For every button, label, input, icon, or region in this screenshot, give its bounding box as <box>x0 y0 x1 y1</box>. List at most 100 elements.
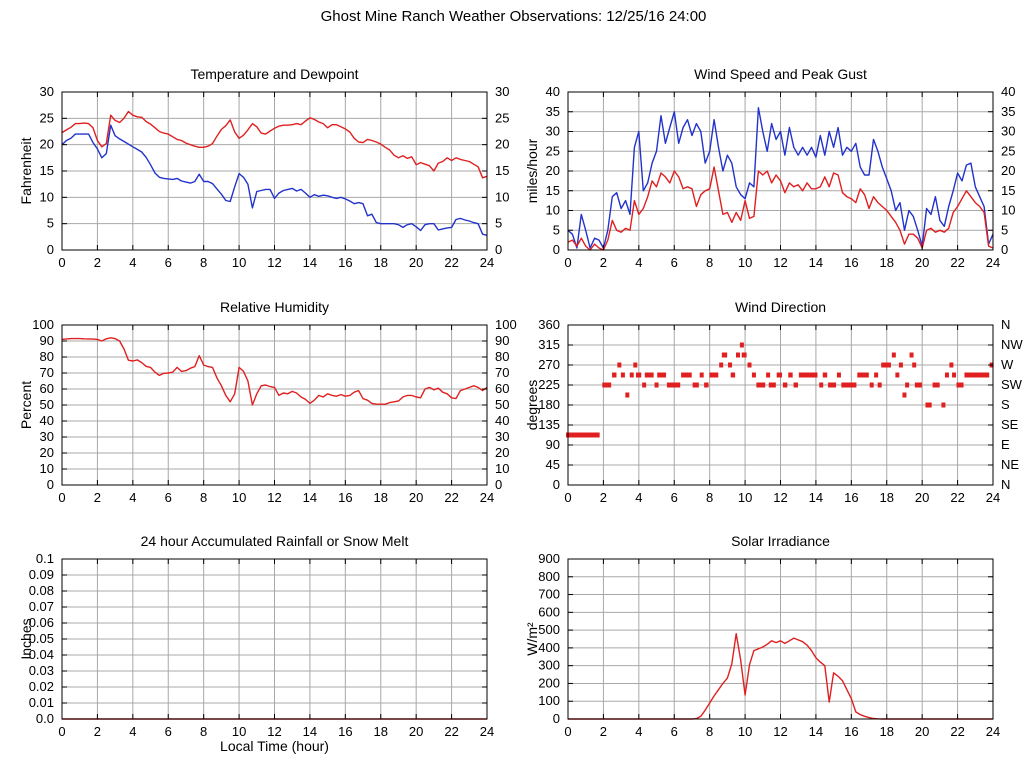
svg-text:24: 24 <box>986 490 1000 505</box>
svg-text:4: 4 <box>635 724 642 739</box>
svg-text:50: 50 <box>495 397 509 412</box>
svg-text:0: 0 <box>58 255 65 270</box>
solar-chart-title: Solar Irradiance <box>731 533 830 549</box>
svg-text:0.01: 0.01 <box>29 695 54 710</box>
svg-text:25: 25 <box>546 143 560 158</box>
svg-text:20: 20 <box>495 137 509 152</box>
svg-text:24: 24 <box>480 255 494 270</box>
svg-text:500: 500 <box>538 622 560 637</box>
svg-text:22: 22 <box>444 255 458 270</box>
svg-text:0.08: 0.08 <box>29 583 54 598</box>
svg-text:15: 15 <box>546 183 560 198</box>
svg-text:14: 14 <box>809 724 823 739</box>
svg-text:100: 100 <box>32 317 54 332</box>
svg-text:SW: SW <box>1001 377 1023 392</box>
svg-text:12: 12 <box>773 724 787 739</box>
svg-text:25: 25 <box>1001 143 1015 158</box>
svg-text:12: 12 <box>267 490 281 505</box>
svg-text:60: 60 <box>495 381 509 396</box>
svg-text:20: 20 <box>495 445 509 460</box>
svg-text:800: 800 <box>538 569 560 584</box>
svg-text:18: 18 <box>374 255 388 270</box>
svg-text:22: 22 <box>444 724 458 739</box>
svg-text:400: 400 <box>538 640 560 655</box>
svg-text:12: 12 <box>267 724 281 739</box>
svg-text:2: 2 <box>94 490 101 505</box>
svg-text:135: 135 <box>538 417 560 432</box>
svg-text:4: 4 <box>635 490 642 505</box>
svg-text:20: 20 <box>915 255 929 270</box>
svg-text:14: 14 <box>809 255 823 270</box>
svg-text:24: 24 <box>986 255 1000 270</box>
svg-text:35: 35 <box>1001 104 1015 119</box>
svg-text:5: 5 <box>47 216 54 231</box>
svg-text:2: 2 <box>600 490 607 505</box>
svg-text:8: 8 <box>200 490 207 505</box>
svg-text:6: 6 <box>165 255 172 270</box>
svg-text:900: 900 <box>538 551 560 566</box>
svg-text:10: 10 <box>738 724 752 739</box>
svg-text:0.02: 0.02 <box>29 679 54 694</box>
svg-text:S: S <box>1001 397 1010 412</box>
svg-text:30: 30 <box>495 84 509 99</box>
svg-text:30: 30 <box>40 429 54 444</box>
svg-text:20: 20 <box>915 724 929 739</box>
svg-text:4: 4 <box>635 255 642 270</box>
svg-text:14: 14 <box>809 490 823 505</box>
svg-text:30: 30 <box>40 84 54 99</box>
svg-text:16: 16 <box>338 724 352 739</box>
svg-text:W: W <box>1001 357 1014 372</box>
svg-text:5: 5 <box>495 216 502 231</box>
svg-text:20: 20 <box>409 255 423 270</box>
svg-text:22: 22 <box>950 490 964 505</box>
svg-text:25: 25 <box>40 110 54 125</box>
svg-text:100: 100 <box>538 693 560 708</box>
svg-text:90: 90 <box>495 333 509 348</box>
svg-text:45: 45 <box>546 457 560 472</box>
svg-text:0: 0 <box>564 490 571 505</box>
svg-text:0: 0 <box>553 242 560 257</box>
svg-text:10: 10 <box>232 724 246 739</box>
svg-text:8: 8 <box>200 724 207 739</box>
svg-text:16: 16 <box>338 490 352 505</box>
svg-text:100: 100 <box>495 317 517 332</box>
svg-text:24: 24 <box>480 724 494 739</box>
svg-text:18: 18 <box>880 490 894 505</box>
svg-text:22: 22 <box>950 724 964 739</box>
svg-text:18: 18 <box>880 724 894 739</box>
svg-text:12: 12 <box>267 255 281 270</box>
svg-text:0: 0 <box>495 242 502 257</box>
svg-text:40: 40 <box>1001 84 1015 99</box>
svg-text:10: 10 <box>40 461 54 476</box>
svg-text:16: 16 <box>844 490 858 505</box>
svg-text:8: 8 <box>706 490 713 505</box>
svg-text:10: 10 <box>738 255 752 270</box>
svg-text:90: 90 <box>40 333 54 348</box>
svg-text:18: 18 <box>880 255 894 270</box>
svg-text:0: 0 <box>47 242 54 257</box>
svg-text:40: 40 <box>40 413 54 428</box>
svg-text:14: 14 <box>303 255 317 270</box>
solar-irradiance-plot: 0 2 4 6 8 10 12 14 16 18 20 22 240100200300400500600… <box>538 551 1000 739</box>
x-axis-label: Local Time (hour) <box>220 738 329 754</box>
svg-text:4: 4 <box>129 255 136 270</box>
rainfall-chart-title: 24 hour Accumulated Rainfall or Snow Mel… <box>140 533 409 549</box>
svg-text:360: 360 <box>538 317 560 332</box>
svg-text:10: 10 <box>495 189 509 204</box>
svg-text:10: 10 <box>1001 203 1015 218</box>
svg-text:20: 20 <box>40 137 54 152</box>
svg-text:70: 70 <box>40 365 54 380</box>
svg-text:0.06: 0.06 <box>29 615 54 630</box>
svg-text:90: 90 <box>546 437 560 452</box>
svg-text:16: 16 <box>338 255 352 270</box>
svg-text:10: 10 <box>232 255 246 270</box>
svg-text:NW: NW <box>1001 337 1023 352</box>
svg-text:25: 25 <box>495 110 509 125</box>
svg-text:14: 14 <box>303 490 317 505</box>
svg-text:2: 2 <box>94 255 101 270</box>
page-title: Ghost Mine Ranch Weather Observations: 1… <box>320 8 707 25</box>
svg-text:15: 15 <box>40 163 54 178</box>
